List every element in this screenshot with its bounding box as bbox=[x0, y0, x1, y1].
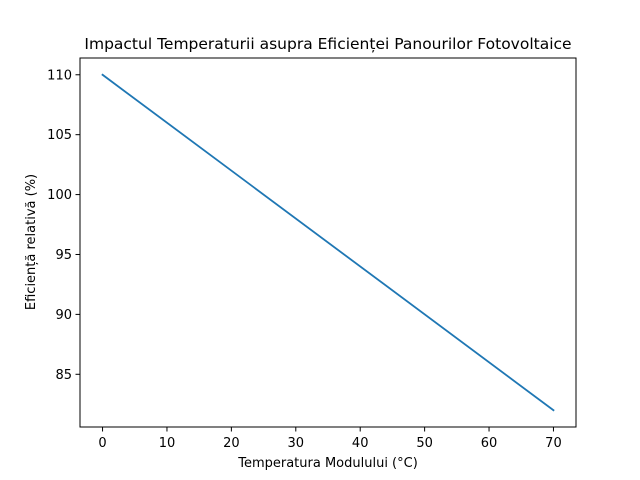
x-axis-label: Temperatura Modulului (°C) bbox=[237, 456, 418, 471]
x-tick-label: 40 bbox=[352, 436, 369, 451]
y-tick-label: 95 bbox=[55, 248, 72, 263]
x-tick-label: 0 bbox=[98, 436, 106, 451]
y-axis-label: Eficiență relativă (%) bbox=[24, 174, 39, 310]
plot-area-frame bbox=[79, 57, 577, 428]
x-tick-label: 30 bbox=[288, 436, 305, 451]
y-tick-label: 105 bbox=[47, 128, 72, 143]
y-tick-label: 110 bbox=[47, 68, 72, 83]
chart-title: Impactul Temperaturii asupra Eficienței … bbox=[84, 35, 571, 53]
y-tick-label: 100 bbox=[47, 188, 72, 203]
x-tick-label: 60 bbox=[481, 436, 498, 451]
y-axis: 85 90 95 100 105 110 bbox=[47, 68, 80, 383]
x-axis: 0 10 20 30 40 50 60 70 bbox=[98, 427, 562, 451]
x-tick-label: 20 bbox=[223, 436, 240, 451]
y-tick-label: 85 bbox=[55, 368, 72, 383]
x-tick-label: 50 bbox=[416, 436, 433, 451]
series-layer bbox=[101, 73, 555, 412]
y-tick-label: 90 bbox=[55, 308, 72, 323]
x-tick-label: 70 bbox=[545, 436, 562, 451]
series-line bbox=[101, 73, 555, 412]
x-tick-label: 10 bbox=[159, 436, 176, 451]
